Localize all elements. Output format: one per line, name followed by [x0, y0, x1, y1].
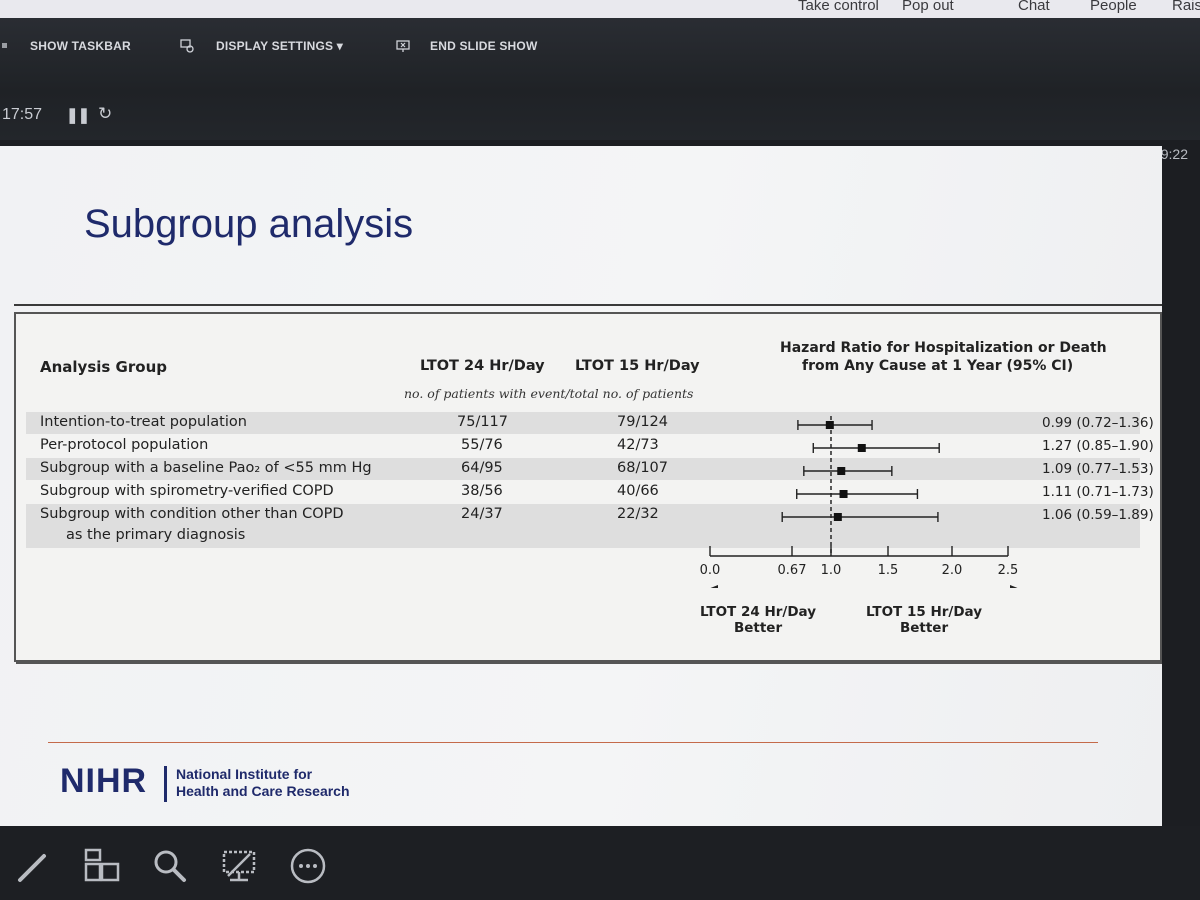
logo-divider	[164, 766, 167, 802]
end-slide-show-button[interactable]: END SLIDE SHOW	[396, 39, 537, 53]
x-tick-label: 1.5	[878, 563, 899, 578]
people-button[interactable]: People	[1090, 0, 1137, 14]
header-ltot-24: LTOT 24 Hr/Day	[420, 358, 545, 374]
row-stripe	[26, 412, 1140, 434]
org-name-line2: Health and Care Research	[176, 783, 350, 799]
row-hazard-ratio: 1.27 (0.85–1.90)	[1042, 438, 1154, 454]
row-stripe	[26, 504, 1140, 548]
title-divider	[14, 304, 1162, 306]
left-better-label: LTOT 24 Hr/Day Better	[700, 604, 816, 636]
row-ltot24-count: 24/37	[461, 506, 503, 522]
row-group-label-cont: as the primary diagnosis	[66, 527, 246, 543]
row-group-label: Subgroup with condition other than COPD	[40, 506, 344, 522]
show-taskbar-label: SHOW TASKBAR	[30, 39, 131, 53]
raise-hand-button[interactable]: Raise	[1172, 0, 1200, 14]
end-slide-show-label: END SLIDE SHOW	[430, 39, 538, 53]
pause-icon[interactable]: ❚❚	[66, 107, 90, 124]
black-screen-icon[interactable]	[220, 846, 260, 886]
row-group-label: Per-protocol population	[40, 437, 209, 453]
display-settings-icon	[180, 39, 194, 53]
slideshow-bottom-toolbar	[0, 826, 1200, 900]
row-group-label: Subgroup with spirometry-verified COPD	[40, 483, 334, 499]
elapsed-timer: 17:57	[2, 106, 43, 123]
row-ltot15-count: 68/107	[617, 460, 669, 476]
display-settings-button[interactable]: DISPLAY SETTINGS ▾	[180, 39, 343, 53]
right-better-line1: LTOT 15 Hr/Day	[866, 604, 983, 620]
right-better-label: LTOT 15 Hr/Day Better	[866, 604, 982, 636]
take-control-button[interactable]: Take control	[798, 0, 879, 14]
row-ltot15-count: 40/66	[617, 483, 659, 499]
end-show-icon	[396, 39, 410, 53]
row-hazard-ratio: 0.99 (0.72–1.36)	[1042, 415, 1154, 431]
left-arrow-head	[710, 585, 718, 588]
x-tick-label: 0.67	[778, 563, 807, 578]
right-better-line2: Better	[899, 620, 949, 636]
slideshow-control-bar: SHOW TASKBAR DISPLAY SETTINGS ▾ END SLID…	[0, 18, 1200, 162]
point-estimate	[825, 421, 834, 429]
row-ltot24-count: 55/76	[461, 437, 503, 453]
slide: Subgroup analysis Analysis Group LTOT 24…	[0, 146, 1162, 826]
row-hazard-ratio: 1.09 (0.77–1.53)	[1042, 461, 1154, 477]
x-tick-label: 2.5	[998, 563, 1019, 578]
teams-meeting-bar: Take control Pop out Chat People Raise	[0, 0, 1200, 18]
footer-rule	[48, 742, 1098, 743]
point-estimate	[839, 490, 848, 498]
row-group-label: Intention-to-treat population	[40, 414, 247, 430]
row-ltot15-count: 22/32	[617, 506, 659, 522]
nihr-org-name: National Institute for Health and Care R…	[176, 766, 350, 800]
org-name-line1: National Institute for	[176, 766, 313, 782]
chat-button[interactable]: Chat	[1018, 0, 1050, 14]
point-estimate	[833, 513, 842, 521]
row-ltot15-count: 79/124	[617, 414, 669, 430]
pop-out-button[interactable]: Pop out	[902, 0, 954, 14]
left-better-line2: Better	[733, 620, 783, 636]
point-estimate	[857, 444, 866, 452]
pen-icon[interactable]	[14, 846, 54, 886]
row-ltot24-count: 75/117	[457, 414, 509, 430]
restart-icon[interactable]: ↻	[98, 104, 113, 123]
header-hr-line1: Hazard Ratio for Hospitalization or Deat…	[780, 340, 1107, 356]
header-ltot-15: LTOT 15 Hr/Day	[575, 358, 700, 374]
right-arrow-head	[1010, 585, 1018, 588]
slide-sorter-icon[interactable]	[84, 846, 124, 886]
x-tick-label: 2.0	[942, 563, 963, 578]
x-tick-label: 1.0	[821, 563, 842, 578]
show-taskbar-button[interactable]: SHOW TASKBAR	[2, 39, 131, 53]
taskbar-icon	[2, 39, 8, 53]
figure-bottom-rule	[16, 662, 1162, 664]
header-counts-note: no. of patients with event/total no. of …	[404, 386, 694, 401]
header-hr-line2: from Any Cause at 1 Year (95% CI)	[802, 358, 1074, 374]
row-ltot24-count: 64/95	[461, 460, 503, 476]
subgroup-forest-figure	[14, 312, 1162, 662]
row-stripe	[26, 458, 1140, 480]
header-analysis-group: Analysis Group	[40, 358, 167, 376]
zoom-icon[interactable]	[150, 846, 190, 886]
more-options-icon[interactable]	[288, 846, 328, 886]
x-tick-label: 0.0	[700, 563, 721, 578]
display-settings-label: DISPLAY SETTINGS ▾	[216, 39, 343, 53]
row-hazard-ratio: 1.11 (0.71–1.73)	[1042, 484, 1154, 500]
row-hazard-ratio: 1.06 (0.59–1.89)	[1042, 507, 1154, 523]
slide-title: Subgroup analysis	[84, 202, 414, 246]
nihr-logo: NIHR	[60, 762, 148, 800]
forest-plot: 0.0 0.67 1.0 1.5 2.0 2.5	[700, 416, 1019, 588]
left-better-line1: LTOT 24 Hr/Day	[700, 604, 817, 620]
point-estimate	[837, 467, 846, 475]
row-ltot24-count: 38/56	[461, 483, 503, 499]
row-ltot15-count: 42/73	[617, 437, 659, 453]
row-group-label: Subgroup with a baseline Pao₂ of <55 mm …	[40, 460, 372, 476]
